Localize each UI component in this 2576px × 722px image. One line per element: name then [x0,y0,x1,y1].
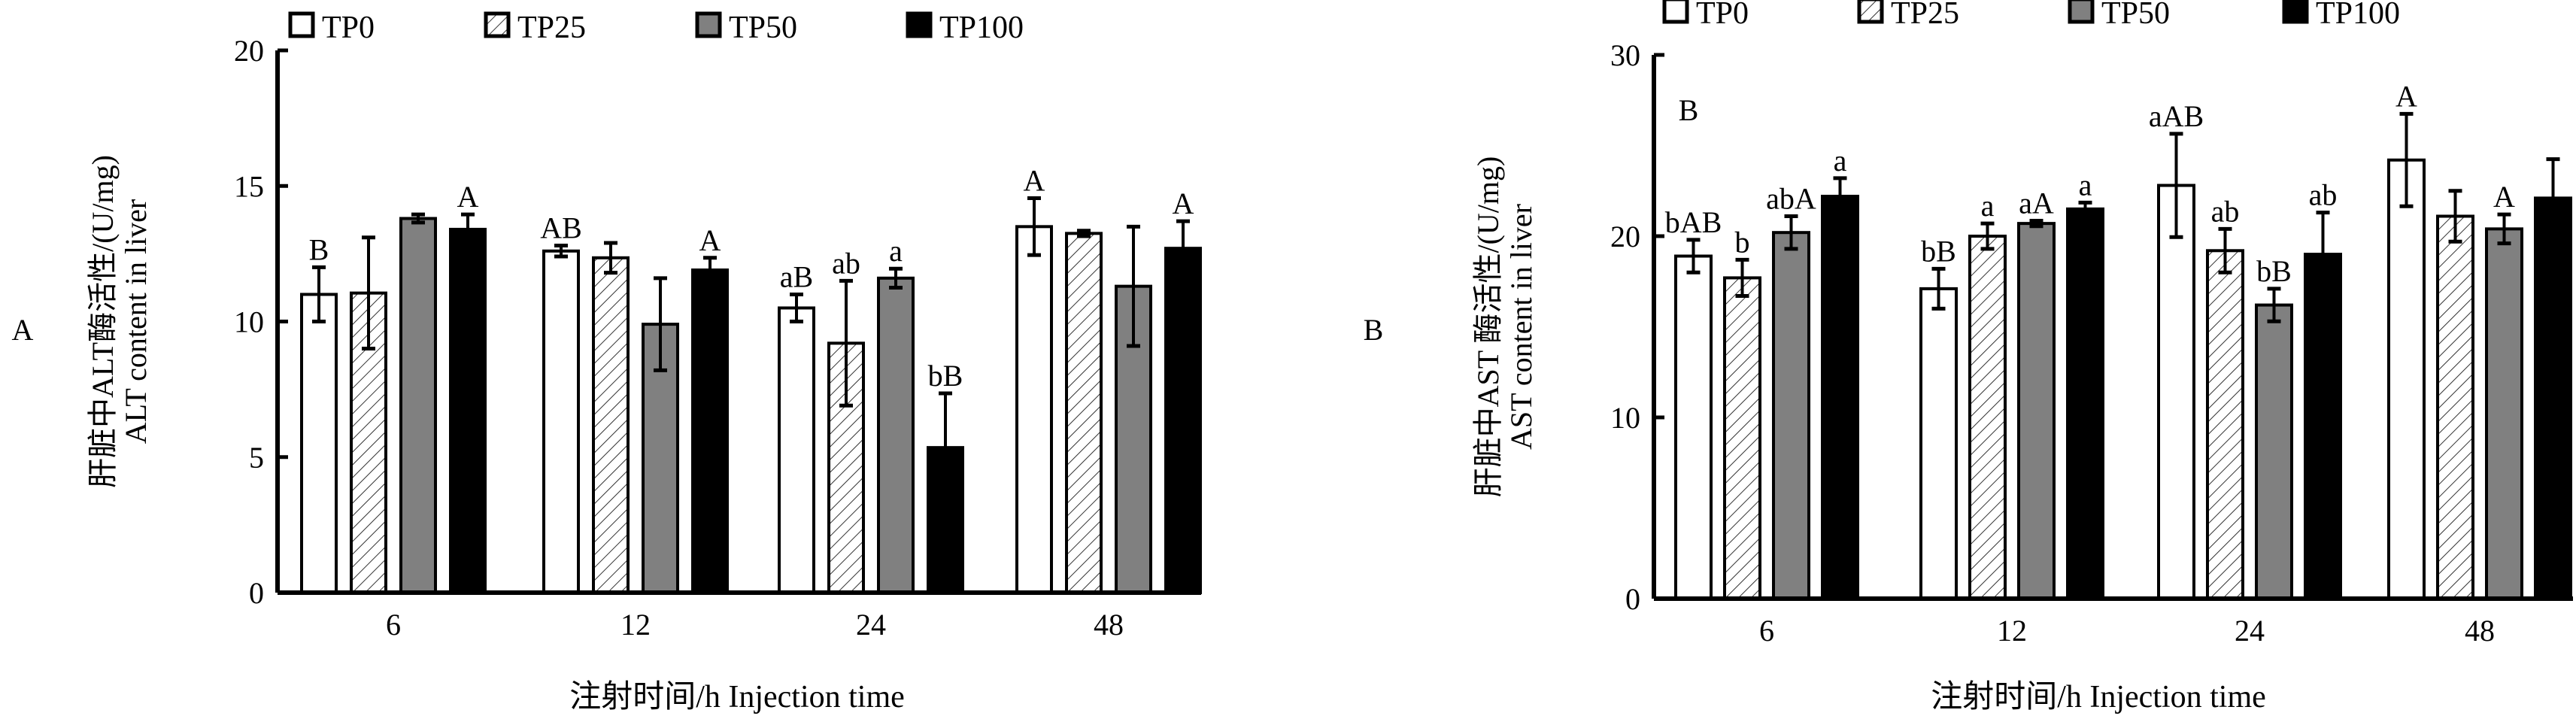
x-axis-title: 注射时间/h Injection time [569,679,905,714]
y-tick-label: 30 [1610,38,1640,72]
x-tick-label: 12 [620,608,651,642]
bar-tp0-12 [542,249,580,594]
y-axis-title: 肝脏中ALT酶活性/(U/mg)ALT content in liver [86,155,153,488]
legend-swatch-tp0 [1662,0,1689,24]
bar-tp100-6 [449,227,487,594]
significance-label: a [889,234,903,268]
significance-label: aAB [2149,99,2204,133]
legend-swatch-tp50 [2068,0,2095,24]
y-tick-label: 20 [1610,220,1640,253]
bar-tp0-24 [2157,184,2195,600]
x-tick-label: 48 [1094,608,1124,642]
significance-label: a [1834,144,1847,177]
bar-tp100-12 [2066,207,2104,601]
significance-label: bB [928,359,963,393]
chart-panel-B: TP0 TP25 TP50 TP100 bAB bB aAB Ab a ab abA aA bB Aa a a… [1364,0,2573,714]
legend-swatch-tp0 [288,11,315,38]
bar-tp50-6 [1772,231,1810,600]
legend-label-tp25: TP25 [1891,0,1959,31]
legend-swatch-tp25 [1857,0,1884,24]
significance-label: aA [2019,187,2054,220]
significance-label: b [1735,225,1750,259]
bar-tp50-24 [2255,303,2293,600]
y-tick-label: 10 [234,305,264,339]
legend-label-tp100: TP100 [2316,0,2400,31]
bar-tp50-12 [2017,222,2056,600]
bar-tp100-48 [2534,196,2572,600]
significance-label: aB [780,259,813,293]
legend-label-tp50: TP50 [729,11,797,45]
bar-tp50-6 [399,217,437,594]
significance-label: ab [2309,178,2338,212]
significance-label: A [699,223,721,257]
y-tick-label: 15 [234,169,264,203]
panel-inner-label: B [1679,93,1699,127]
bar-tp0-48 [1015,225,1053,594]
bar-tp25-12 [592,256,630,594]
y-tick-label: 0 [249,576,264,610]
bar-tp100-12 [691,268,729,594]
legend-label-tp100: TP100 [939,11,1024,45]
bar-tp0-6 [300,293,338,594]
y-axis-title-line: ALT content in liver [119,199,153,444]
legend-swatch-tp50 [695,11,722,38]
panel-label: A [12,313,34,347]
legend-label-tp25: TP25 [517,11,586,45]
chart-panel-A: TP0 TP25 TP50 TP100 B AB aB Aab a A AbB A 0 5 10 15 20 6 1… [12,11,1202,714]
legend-swatch-tp25 [484,11,511,38]
significance-label: bB [1921,234,1956,268]
x-axis-title: 注射时间/h Injection time [1931,679,2266,714]
x-tick-label: 48 [2465,614,2495,648]
y-tick-label: 10 [1610,401,1640,435]
significance-label: A [1024,163,1045,197]
bar-tp100-24 [2304,253,2342,600]
significance-label: A [2493,180,2515,214]
legend-swatch-tp100 [2282,0,2309,24]
bar-tp25-6 [1723,276,1761,600]
significance-label: ab [2211,194,2240,228]
legend-swatch-tp100 [906,11,933,38]
significance-label: a [2079,168,2092,202]
y-axis-title-line: AST content in liver [1504,204,1538,450]
x-tick-label: 6 [386,608,401,642]
bar-tp25-48 [2436,214,2474,600]
significance-label: bAB [1665,205,1722,239]
legend-label-tp0: TP0 [1696,0,1749,31]
significance-label: abA [1766,181,1816,215]
significance-label: B [309,232,329,266]
y-tick-label: 5 [249,441,264,475]
x-tick-label: 24 [856,608,886,642]
x-tick-label: 6 [1759,614,1774,648]
bar-tp25-48 [1065,232,1103,594]
x-tick-label: 12 [1997,614,2027,648]
bar-tp0-6 [1674,254,1713,600]
significance-label: AB [540,211,582,245]
y-axis-title-line: 肝脏中ALT酶活性/(U/mg) [86,155,120,488]
significance-label: A [2395,79,2417,113]
panel-label: B [1364,313,1384,347]
bar-tp100-6 [1821,194,1859,601]
y-axis-title: 肝脏中AST 酶活性/(U/mg)AST content in liver [1471,156,1538,498]
legend-label-tp0: TP0 [322,11,375,45]
significance-label: bB [2256,254,2292,288]
bar-tp0-48 [2387,158,2426,600]
bar-tp0-12 [1919,287,1958,600]
bar-tp25-12 [1968,235,2007,600]
y-tick-label: 20 [234,34,264,68]
legend-label-tp50: TP50 [2101,0,2170,31]
x-tick-label: 24 [2235,614,2265,648]
bar-tp50-48 [2485,227,2523,600]
bar-tp50-24 [877,276,915,594]
bar-tp100-48 [1164,247,1202,594]
significance-label: ab [832,246,860,280]
significance-label: a [1981,189,1995,223]
bar-tp0-24 [778,306,815,594]
y-tick-label: 0 [1625,582,1640,616]
significance-label: A [457,180,479,214]
significance-label: A [1173,187,1194,220]
bar-tp25-24 [2206,249,2244,600]
y-axis-title-line: 肝脏中AST 酶活性/(U/mg) [1471,156,1505,498]
